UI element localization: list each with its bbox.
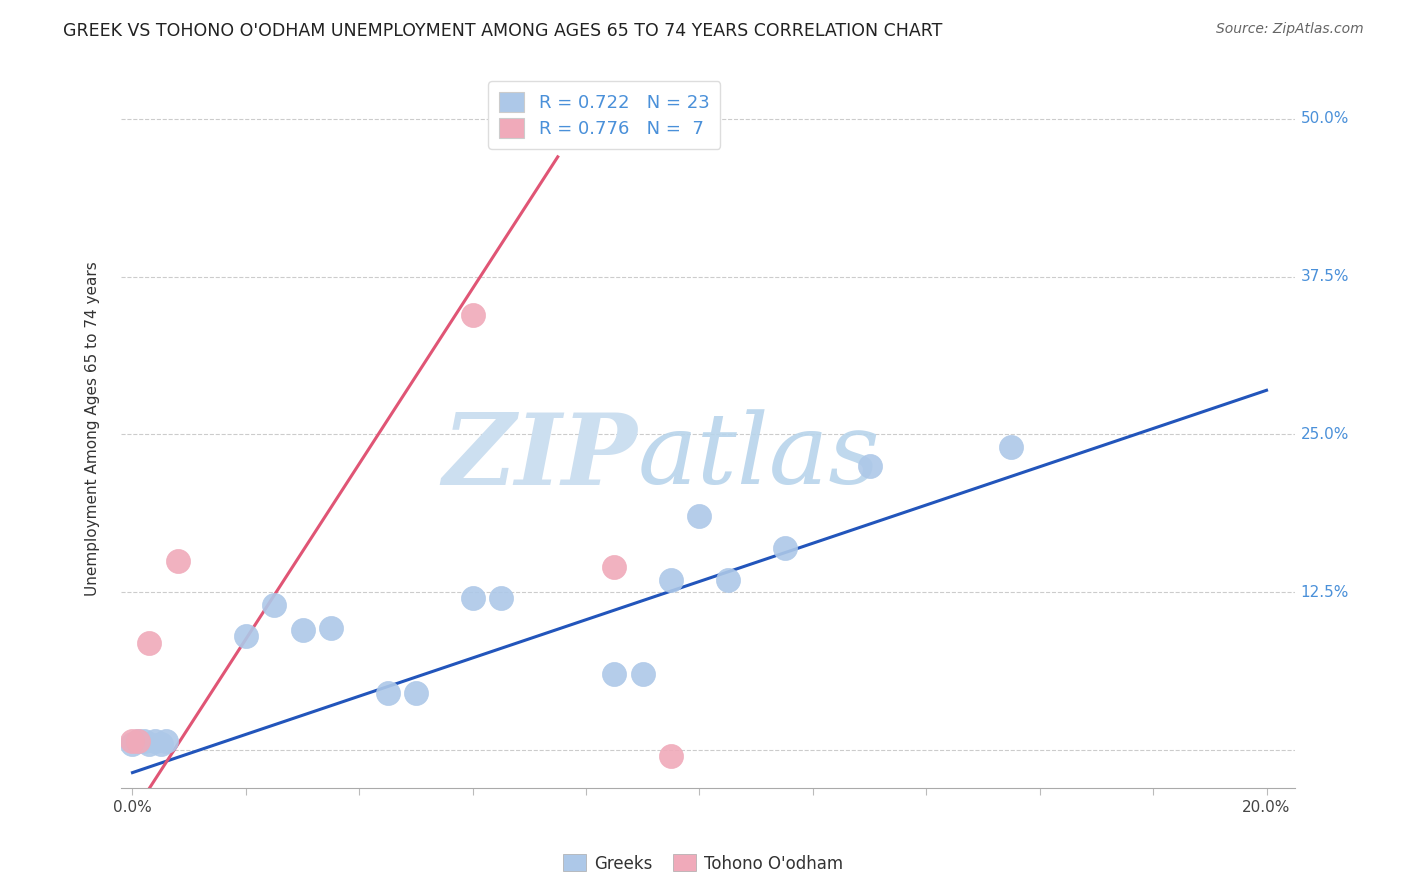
Point: [121, 737, 143, 751]
Point: [489, 591, 512, 606]
Point: [603, 560, 626, 574]
Text: 37.5%: 37.5%: [1301, 269, 1350, 285]
Text: 12.5%: 12.5%: [1301, 584, 1350, 599]
Legend: R = 0.722   N = 23, R = 0.776   N =  7: R = 0.722 N = 23, R = 0.776 N = 7: [488, 81, 720, 149]
Point: [659, 749, 682, 764]
Text: 25.0%: 25.0%: [1301, 427, 1350, 442]
Point: [689, 509, 711, 524]
Point: [631, 667, 654, 681]
Point: [155, 734, 177, 748]
Text: atlas: atlas: [637, 409, 880, 505]
Point: [127, 734, 149, 748]
Point: [263, 598, 285, 612]
Y-axis label: Unemployment Among Ages 65 to 74 years: Unemployment Among Ages 65 to 74 years: [86, 260, 100, 596]
Point: [291, 623, 314, 637]
Text: 50.0%: 50.0%: [1301, 112, 1350, 127]
Point: [1000, 440, 1022, 454]
Point: [773, 541, 796, 555]
Point: [405, 686, 427, 700]
Point: [659, 573, 682, 587]
Point: [717, 573, 740, 587]
Point: [166, 554, 188, 568]
Point: [149, 737, 172, 751]
Point: [377, 686, 399, 700]
Point: [127, 734, 149, 748]
Point: [461, 591, 484, 606]
Text: GREEK VS TOHONO O'ODHAM UNEMPLOYMENT AMONG AGES 65 TO 74 YEARS CORRELATION CHART: GREEK VS TOHONO O'ODHAM UNEMPLOYMENT AMO…: [63, 22, 942, 40]
Point: [132, 734, 155, 748]
Point: [138, 737, 160, 751]
Point: [235, 629, 257, 643]
Legend: Greeks, Tohono O'odham: Greeks, Tohono O'odham: [555, 847, 851, 880]
Text: Source: ZipAtlas.com: Source: ZipAtlas.com: [1216, 22, 1364, 37]
Point: [121, 734, 143, 748]
Point: [143, 734, 166, 748]
Point: [858, 458, 880, 473]
Text: ZIP: ZIP: [443, 409, 637, 505]
Point: [603, 667, 626, 681]
Point: [461, 308, 484, 322]
Point: [319, 620, 342, 634]
Point: [138, 635, 160, 649]
